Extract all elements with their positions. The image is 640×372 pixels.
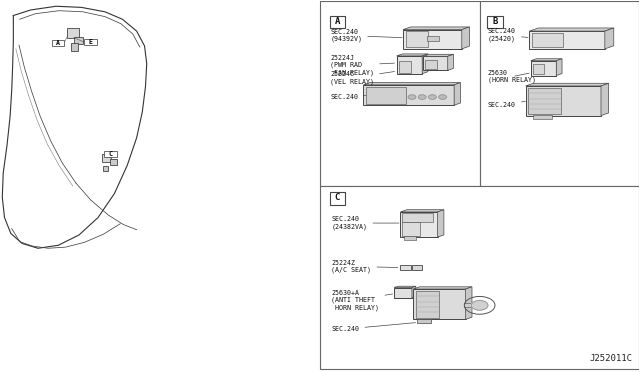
FancyBboxPatch shape (403, 214, 433, 222)
Text: C: C (108, 151, 113, 157)
FancyBboxPatch shape (487, 16, 502, 29)
Text: 25630+A
(ANTI THEFT
 HORN RELAY): 25630+A (ANTI THEFT HORN RELAY) (332, 290, 392, 311)
Text: SEC.240
(24382VA): SEC.240 (24382VA) (332, 216, 399, 230)
FancyBboxPatch shape (424, 56, 448, 70)
Text: A: A (56, 40, 60, 46)
Bar (320, 186, 639, 369)
Text: SEC.240: SEC.240 (332, 323, 415, 332)
Polygon shape (403, 27, 469, 30)
Polygon shape (466, 287, 472, 320)
Polygon shape (462, 27, 469, 49)
FancyBboxPatch shape (109, 159, 116, 165)
Text: SEC.240
(25420): SEC.240 (25420) (488, 28, 528, 42)
Polygon shape (454, 83, 461, 105)
FancyBboxPatch shape (532, 33, 563, 47)
FancyBboxPatch shape (465, 303, 472, 307)
FancyBboxPatch shape (74, 37, 83, 44)
Text: C: C (335, 193, 340, 202)
Polygon shape (529, 28, 614, 31)
Polygon shape (438, 210, 444, 237)
Text: J252011C: J252011C (590, 354, 633, 363)
FancyBboxPatch shape (525, 86, 601, 116)
Polygon shape (424, 54, 454, 56)
FancyBboxPatch shape (403, 222, 420, 235)
FancyBboxPatch shape (366, 87, 406, 104)
FancyBboxPatch shape (71, 43, 78, 51)
FancyBboxPatch shape (428, 36, 439, 41)
FancyBboxPatch shape (403, 30, 462, 49)
FancyBboxPatch shape (401, 212, 438, 237)
Text: 25224J
(PWM RAD
 FAN RELAY): 25224J (PWM RAD FAN RELAY) (330, 55, 394, 76)
Polygon shape (422, 54, 428, 74)
FancyBboxPatch shape (397, 56, 422, 74)
FancyBboxPatch shape (102, 154, 111, 162)
Text: SEC.240: SEC.240 (488, 101, 525, 108)
FancyBboxPatch shape (52, 40, 64, 46)
Text: 25224C
(VEL RELAY): 25224C (VEL RELAY) (330, 71, 394, 84)
Text: A: A (335, 17, 340, 26)
FancyBboxPatch shape (84, 39, 97, 45)
FancyBboxPatch shape (104, 166, 109, 171)
Text: 25224Z
(A/C SEAT): 25224Z (A/C SEAT) (332, 260, 397, 273)
Polygon shape (601, 83, 609, 116)
Circle shape (408, 95, 416, 99)
FancyBboxPatch shape (400, 264, 412, 270)
FancyBboxPatch shape (399, 61, 412, 73)
Polygon shape (605, 28, 614, 49)
Polygon shape (413, 287, 472, 289)
Circle shape (419, 95, 426, 99)
Polygon shape (401, 210, 444, 212)
Polygon shape (412, 286, 416, 298)
Text: B: B (492, 17, 498, 26)
FancyBboxPatch shape (531, 61, 556, 76)
FancyBboxPatch shape (330, 192, 345, 205)
Circle shape (439, 95, 447, 99)
FancyBboxPatch shape (529, 31, 605, 49)
FancyBboxPatch shape (413, 289, 466, 320)
Text: SEC.240: SEC.240 (330, 94, 366, 100)
FancyBboxPatch shape (330, 16, 345, 29)
Polygon shape (448, 54, 454, 70)
Bar (320, 1, 479, 186)
FancyBboxPatch shape (67, 29, 79, 38)
Text: E: E (88, 39, 93, 45)
FancyBboxPatch shape (417, 319, 431, 323)
Polygon shape (397, 54, 428, 56)
Circle shape (429, 95, 436, 99)
Polygon shape (525, 83, 609, 86)
FancyBboxPatch shape (426, 60, 437, 69)
FancyBboxPatch shape (104, 151, 116, 157)
FancyBboxPatch shape (364, 85, 454, 105)
Polygon shape (394, 286, 416, 288)
FancyBboxPatch shape (528, 88, 561, 114)
FancyBboxPatch shape (394, 288, 412, 298)
Text: SEC.240
(94392V): SEC.240 (94392V) (330, 29, 402, 42)
FancyBboxPatch shape (404, 236, 416, 240)
Polygon shape (364, 83, 461, 85)
FancyBboxPatch shape (533, 115, 552, 119)
Bar (479, 1, 639, 186)
Circle shape (471, 301, 488, 310)
FancyBboxPatch shape (416, 291, 439, 318)
Text: 25630
(HORN RELAY): 25630 (HORN RELAY) (488, 70, 536, 83)
FancyBboxPatch shape (532, 64, 544, 74)
FancyBboxPatch shape (406, 31, 428, 47)
Polygon shape (556, 59, 562, 76)
Polygon shape (531, 59, 562, 61)
FancyBboxPatch shape (412, 264, 422, 270)
